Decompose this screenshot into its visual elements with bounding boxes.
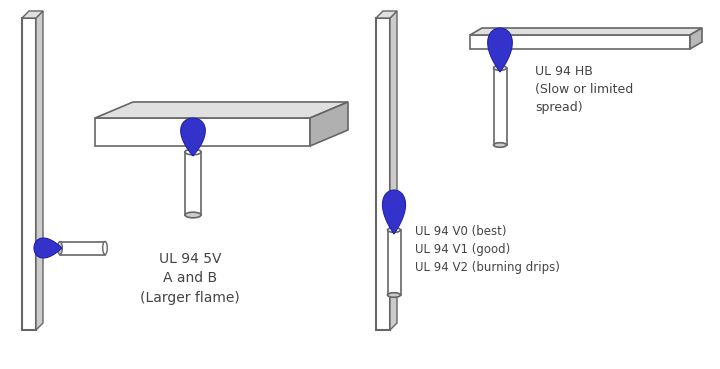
Ellipse shape bbox=[387, 228, 400, 232]
Bar bbox=[60, 241, 105, 255]
Bar bbox=[493, 68, 506, 145]
Text: UL 94 5V
A and B
(Larger flame): UL 94 5V A and B (Larger flame) bbox=[140, 252, 240, 305]
Polygon shape bbox=[95, 102, 348, 118]
Ellipse shape bbox=[185, 149, 201, 155]
Ellipse shape bbox=[493, 66, 506, 70]
Ellipse shape bbox=[103, 241, 107, 255]
Bar bbox=[387, 230, 400, 295]
Polygon shape bbox=[470, 28, 702, 35]
Bar bbox=[376, 18, 390, 330]
Ellipse shape bbox=[58, 241, 62, 255]
Polygon shape bbox=[390, 11, 397, 330]
Polygon shape bbox=[690, 28, 702, 49]
Polygon shape bbox=[382, 190, 405, 234]
Polygon shape bbox=[470, 35, 690, 49]
Polygon shape bbox=[376, 11, 397, 18]
Text: UL 94 HB
(Slow or limited
spread): UL 94 HB (Slow or limited spread) bbox=[535, 65, 634, 114]
Text: UL 94 V0 (best)
UL 94 V1 (good)
UL 94 V2 (burning drips): UL 94 V0 (best) UL 94 V1 (good) UL 94 V2… bbox=[415, 225, 560, 274]
Polygon shape bbox=[22, 11, 43, 18]
Polygon shape bbox=[34, 238, 62, 258]
Ellipse shape bbox=[493, 143, 506, 147]
Ellipse shape bbox=[185, 212, 201, 218]
Polygon shape bbox=[181, 118, 205, 156]
Bar bbox=[22, 18, 36, 330]
Polygon shape bbox=[95, 118, 310, 146]
Ellipse shape bbox=[387, 293, 400, 297]
Polygon shape bbox=[487, 28, 513, 72]
Polygon shape bbox=[36, 11, 43, 330]
Bar bbox=[185, 152, 201, 215]
Polygon shape bbox=[310, 102, 348, 146]
